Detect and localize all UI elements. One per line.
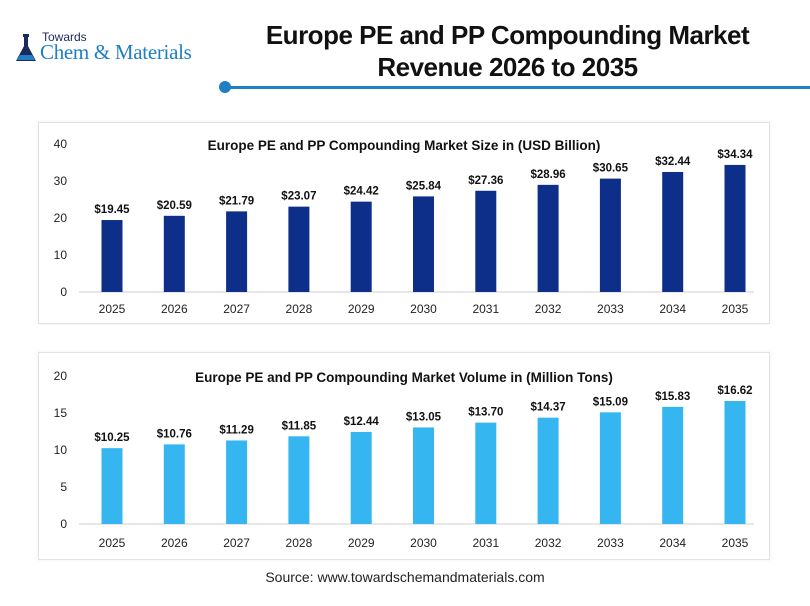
data-label: $15.09	[593, 396, 628, 408]
data-label: $14.37	[531, 402, 566, 414]
x-tick-label: 2033	[597, 302, 624, 316]
y-tick-label: 40	[54, 137, 68, 151]
market-size-chart-panel: Europe PE and PP Compounding Market Size…	[38, 122, 770, 324]
x-tick-label: 2035	[722, 302, 749, 316]
x-tick-label: 2032	[535, 536, 562, 550]
data-label: $10.25	[94, 432, 130, 444]
y-tick-label: 15	[54, 406, 68, 420]
logo: Towards Chem & Materials	[12, 30, 222, 66]
bar-2025	[101, 220, 123, 292]
x-tick-label: 2033	[597, 536, 624, 550]
x-tick-label: 2031	[472, 302, 499, 316]
page-title-line1: Europe PE and PP Compounding Market	[265, 20, 750, 50]
bar-2034	[662, 171, 684, 292]
bar-2030	[413, 427, 434, 524]
data-label: $28.96	[531, 169, 566, 181]
x-tick-label: 2027	[223, 302, 250, 316]
x-tick-label: 2025	[99, 302, 126, 316]
bar-2034	[662, 406, 684, 524]
market-volume-chart-panel: Europe PE and PP Compounding Market Volu…	[38, 352, 770, 560]
page-title-line2: Revenue 2026 to 2035	[377, 52, 638, 82]
source-text: Source: www.towardschemandmaterials.com	[265, 569, 545, 585]
x-tick-label: 2032	[535, 302, 562, 316]
bar-2025	[101, 448, 123, 524]
data-label: $30.65	[593, 163, 629, 175]
market-size-chart: Europe PE and PP Compounding Market Size…	[54, 137, 754, 316]
data-label: $11.29	[219, 424, 254, 436]
data-label: $27.36	[468, 175, 503, 187]
flask-icon	[16, 34, 36, 61]
bar-2030	[413, 196, 434, 292]
bar-2033	[599, 178, 621, 292]
bar-2027	[226, 440, 248, 524]
data-label: $25.84	[406, 180, 442, 192]
x-tick-label: 2034	[659, 536, 686, 550]
title-divider	[225, 86, 810, 89]
bar-2035	[724, 164, 746, 292]
x-tick-label: 2028	[286, 536, 313, 550]
bar-2033	[599, 412, 621, 524]
bar-2031	[475, 422, 497, 524]
bar-2032	[537, 184, 559, 292]
x-tick-label: 2030	[410, 536, 437, 550]
y-tick-label: 10	[54, 248, 68, 262]
y-tick-label: 0	[60, 517, 67, 531]
x-tick-label: 2030	[410, 302, 437, 316]
data-label: $34.34	[717, 149, 753, 161]
data-label: $21.79	[219, 195, 254, 207]
x-tick-label: 2029	[348, 302, 375, 316]
data-label: $19.45	[94, 204, 130, 216]
y-tick-label: 30	[54, 174, 68, 188]
bar-2028	[288, 436, 310, 524]
x-tick-label: 2035	[722, 536, 749, 550]
x-tick-label: 2027	[223, 536, 250, 550]
bar-2029	[350, 431, 372, 524]
bar-2029	[350, 201, 372, 292]
data-label: $16.62	[717, 385, 752, 397]
x-tick-label: 2029	[348, 536, 375, 550]
x-tick-label: 2026	[161, 302, 188, 316]
y-tick-label: 20	[54, 211, 68, 225]
data-label: $15.83	[655, 391, 690, 403]
x-tick-label: 2026	[161, 536, 188, 550]
data-label: $11.85	[282, 420, 317, 432]
bar-2026	[163, 215, 185, 292]
y-tick-label: 0	[60, 285, 67, 299]
logo-towards-text: Towards	[42, 30, 87, 44]
bar-2035	[724, 401, 746, 524]
data-label: $10.76	[157, 428, 192, 440]
data-label: $12.44	[344, 416, 380, 428]
chart-title: Europe PE and PP Compounding Market Volu…	[195, 370, 613, 385]
logo-main-text: Chem & Materials	[40, 40, 192, 64]
data-label: $13.70	[468, 407, 503, 419]
data-label: $13.05	[406, 411, 442, 423]
bar-2028	[288, 206, 310, 292]
market-volume-chart: Europe PE and PP Compounding Market Volu…	[54, 369, 754, 550]
divider-dot	[219, 81, 231, 93]
x-tick-label: 2034	[659, 302, 686, 316]
y-tick-label: 20	[54, 369, 68, 383]
bar-2027	[226, 211, 248, 292]
data-label: $20.59	[157, 200, 192, 212]
bar-2031	[475, 190, 497, 292]
data-label: $32.44	[655, 156, 691, 168]
x-tick-label: 2031	[472, 536, 499, 550]
data-label: $23.07	[281, 191, 316, 203]
y-tick-label: 5	[60, 480, 67, 494]
bar-2032	[537, 417, 559, 524]
x-tick-label: 2025	[99, 536, 126, 550]
y-tick-label: 10	[54, 443, 68, 457]
x-tick-label: 2028	[286, 302, 313, 316]
chart-title: Europe PE and PP Compounding Market Size…	[208, 138, 601, 153]
bar-2026	[163, 444, 185, 524]
data-label: $24.42	[344, 186, 379, 198]
